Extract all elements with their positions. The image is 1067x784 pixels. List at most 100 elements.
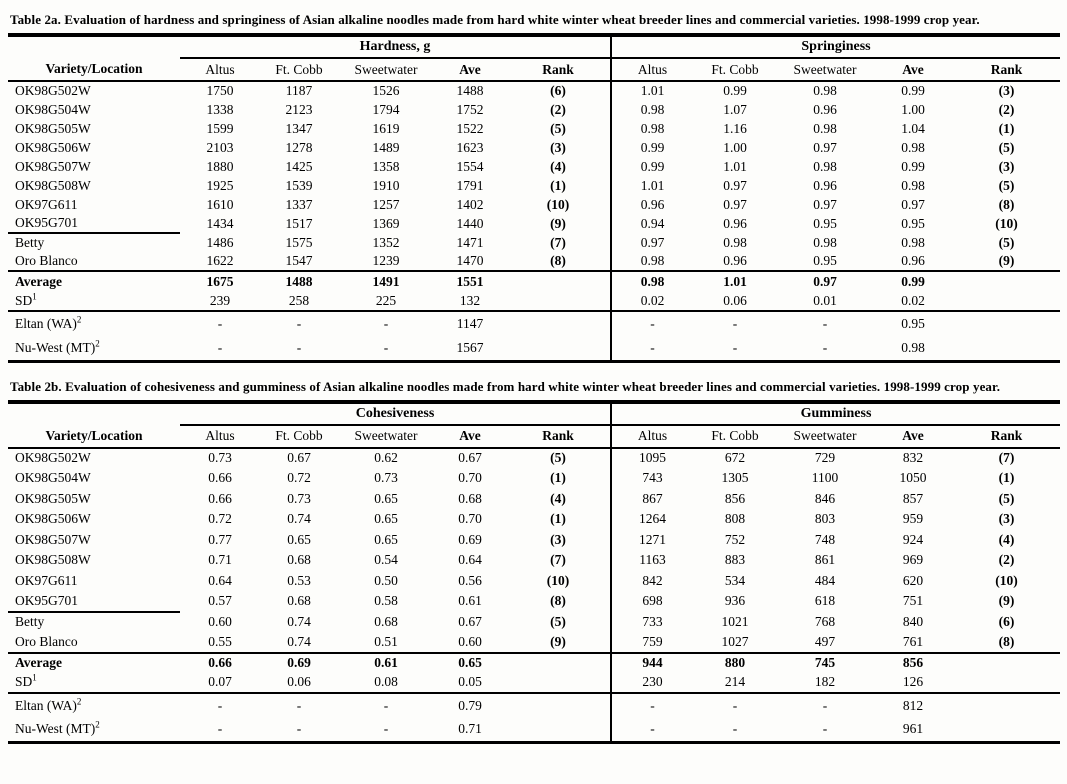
- value-cell: 803: [814, 511, 836, 527]
- value-cell: 1163: [639, 552, 666, 568]
- variety-label: Oro Blanco: [15, 633, 78, 649]
- value-cell: 1257: [372, 196, 400, 212]
- table-row: OK98G504W 0.66 0.72 0.73 0.70 (1) 743 1305 1100 1…: [8, 468, 1060, 489]
- rank-cell: (3): [506, 529, 613, 550]
- value-cell: 0.95: [901, 316, 925, 331]
- variety-label: Eltan (WA)2: [15, 696, 82, 713]
- rank-cell: (1): [998, 470, 1015, 486]
- value-cell: 857: [902, 490, 924, 506]
- value-cell: 1.00: [723, 139, 747, 155]
- value-cell: 0.71: [458, 721, 482, 737]
- rank-cell: (5): [998, 177, 1015, 193]
- column-header-ftcobb: Ft. Cobb: [260, 424, 338, 449]
- value-cell: 0.98: [723, 234, 747, 250]
- value-cell: 812: [902, 697, 924, 713]
- group-header-springiness: Springiness: [611, 35, 1061, 59]
- value-cell: -: [732, 721, 738, 737]
- value-cell: 0.06: [287, 674, 311, 689]
- value-cell: 1264: [639, 511, 667, 527]
- value-cell: 0.58: [374, 593, 398, 609]
- value-cell: 0.68: [287, 552, 311, 568]
- value-cell: 1.04: [901, 120, 925, 136]
- value-cell: 808: [724, 511, 746, 527]
- value-cell: 0.05: [458, 674, 482, 689]
- document-page: Table 2a. Evaluation of hardness and spr…: [8, 12, 1061, 744]
- rank-cell: (2): [998, 101, 1015, 117]
- value-cell: 1489: [372, 139, 400, 155]
- rank-cell: (8): [506, 252, 612, 271]
- column-header-ftcobb: Ft. Cobb: [693, 58, 777, 82]
- rank-cell: [506, 692, 613, 718]
- value-cell: 239: [209, 292, 231, 308]
- variety-label: OK98G508W: [15, 177, 91, 193]
- variety-label: Oro Blanco: [15, 253, 78, 268]
- value-cell: 214: [724, 674, 746, 689]
- rank-cell: (3): [998, 83, 1015, 98]
- value-cell: 0.98: [901, 234, 925, 250]
- value-cell: 969: [902, 552, 924, 568]
- value-cell: 0.97: [813, 139, 837, 155]
- value-cell: 0.96: [723, 253, 747, 268]
- value-cell: 944: [642, 655, 663, 670]
- group-header-row: Cohesiveness Gumminess: [8, 401, 1061, 426]
- check-variety-rows: Eltan (WA)2 - - - 0.79 - - - 812 Nu-West (MT)2 - - -…: [8, 692, 1061, 743]
- value-cell: 0.55: [208, 633, 232, 649]
- value-cell: -: [732, 316, 738, 331]
- value-cell: 1434: [206, 215, 234, 231]
- rank-cell: (6): [998, 613, 1015, 629]
- value-cell: 0.68: [458, 490, 482, 506]
- value-cell: -: [217, 316, 223, 331]
- value-cell: 0.99: [901, 83, 925, 98]
- rank-cell: (9): [506, 214, 612, 233]
- variety-label: SD1: [15, 291, 37, 308]
- table-row: OK95G701 1434 1517 1369 1440 (9) 0.94 0.96 0.95 0…: [8, 214, 1060, 234]
- value-cell: 0.07: [208, 674, 232, 689]
- value-cell: 0.73: [208, 450, 232, 466]
- value-cell: -: [650, 316, 655, 331]
- column-header-ave: Ave: [434, 58, 506, 82]
- value-cell: 0.54: [374, 552, 398, 568]
- table-row: OK98G508W 0.71 0.68 0.54 0.64 (7) 1163 883 861 96…: [8, 550, 1060, 571]
- value-cell: 1.16: [723, 120, 747, 136]
- value-cell: -: [296, 316, 302, 331]
- value-cell: 0.98: [813, 83, 837, 98]
- value-cell: 0.73: [287, 490, 311, 506]
- variety-rows: OK98G502W 1750 1187 1526 1488 (6) 1.01 0.99 0.98…: [8, 81, 1060, 271]
- value-cell: 0.98: [640, 253, 665, 268]
- table-2b-section: Table 2b. Evaluation of cohesiveness and…: [8, 379, 1061, 744]
- rank-cell: (5): [998, 490, 1015, 506]
- value-cell: 1338: [206, 101, 234, 117]
- rank-cell: (6): [506, 81, 612, 100]
- value-cell: 1147: [456, 316, 484, 331]
- column-header-ave: Ave: [434, 424, 506, 449]
- value-cell: 1358: [372, 158, 400, 174]
- value-cell: 1517: [285, 215, 313, 231]
- summary-rows: Average 0.66 0.69 0.61 0.65 944 880 745 856 SD1 0.…: [8, 652, 1061, 693]
- variety-label: Average: [15, 655, 62, 670]
- variety-rows: OK98G502W 0.73 0.67 0.62 0.67 (5) 1095 672 729 83…: [8, 447, 1060, 653]
- value-cell: 126: [902, 674, 924, 689]
- value-cell: 0.65: [458, 655, 482, 670]
- group-header-spacer: [8, 402, 180, 425]
- table-row: OK98G505W 0.66 0.73 0.65 0.68 (4) 867 856 846 857…: [8, 488, 1060, 509]
- value-cell: 743: [642, 470, 663, 486]
- variety-label: OK98G506W: [15, 139, 91, 155]
- variety-label: SD1: [15, 672, 37, 689]
- value-cell: 0.57: [208, 593, 232, 609]
- value-cell: 182: [814, 674, 836, 689]
- value-cell: 0.67: [458, 613, 482, 629]
- value-cell: 1.00: [901, 101, 925, 117]
- value-cell: 0.96: [813, 177, 837, 193]
- value-cell: 0.06: [723, 292, 747, 308]
- value-cell: 0.99: [901, 273, 925, 289]
- value-cell: 0.60: [208, 613, 232, 629]
- column-header-row: Variety/Location Altus Ft. Cobb Sweetwat…: [8, 58, 1061, 82]
- value-cell: 0.68: [374, 613, 398, 629]
- value-cell: 1488: [285, 273, 313, 289]
- rank-cell: (9): [998, 253, 1015, 268]
- value-cell: 497: [814, 633, 836, 649]
- value-cell: 0.97: [723, 196, 747, 212]
- column-header-altus: Altus: [180, 424, 260, 449]
- value-cell: 1486: [206, 234, 234, 250]
- rank-cell: (1): [506, 468, 613, 489]
